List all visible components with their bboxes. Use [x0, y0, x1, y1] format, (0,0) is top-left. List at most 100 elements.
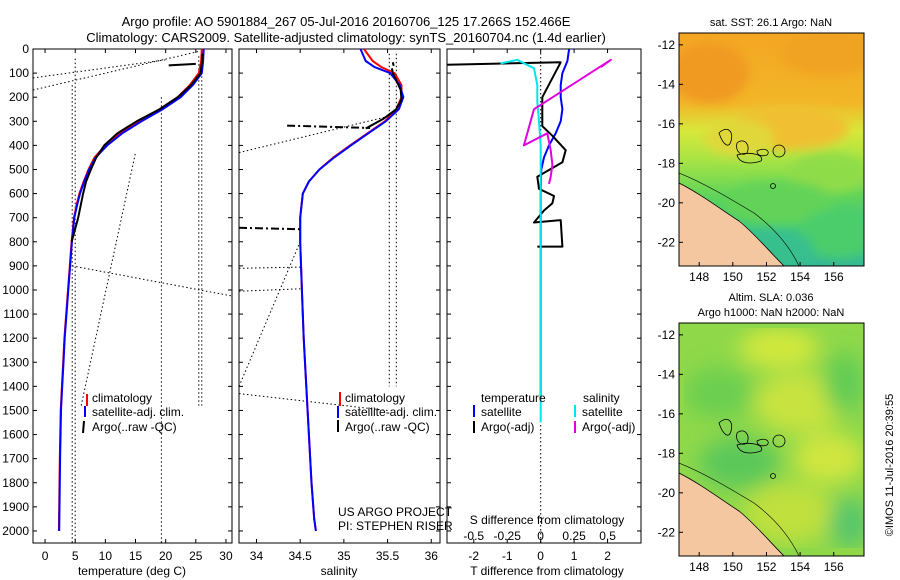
map-x-tick-label: 148	[689, 560, 709, 574]
depth-tick-label: 1700	[2, 452, 29, 466]
salinity-xlabel: salinity	[321, 564, 358, 578]
legend-temperature-title: temperature	[481, 391, 546, 405]
legend-climatology-label: climatology	[345, 391, 405, 405]
difference-x-axis: -2 -1 0 1 2	[447, 48, 641, 563]
temperature-dotted-line	[33, 59, 166, 79]
x2-tick-label: -0.25	[494, 529, 522, 543]
depth-tick-label: 500	[9, 162, 29, 176]
map-y-tick-label: -20	[658, 196, 676, 210]
map-x-tick-label: 154	[790, 270, 810, 284]
x-tick-label: 0	[42, 549, 49, 563]
sst-map-title: sat. SST: 26.1 Argo: NaN	[710, 17, 832, 29]
x-tick-label: 5	[72, 549, 79, 563]
legend-t-argo-label: Argo(-adj)	[481, 420, 534, 434]
salinity-panel: 34 34.5 35 35.5 36 salinity climatology sate…	[238, 48, 453, 578]
depth-tick-label: 700	[9, 211, 29, 225]
depth-tick-label: 1900	[2, 500, 29, 514]
salinity-series-line	[239, 226, 301, 231]
sla-map-title-2: Argo h1000: NaN h2000: NaN	[698, 307, 845, 319]
salinity-dotted-line	[239, 116, 388, 154]
map-x-tick-label: 150	[723, 560, 743, 574]
legend-satellite-label: satellite-adj. clim.	[92, 405, 184, 419]
legend-salinity-title: salinity	[583, 391, 620, 405]
temperature-dotted-line	[72, 265, 232, 297]
x-tick-label: 35.5	[376, 549, 400, 563]
depth-tick-label: 300	[9, 114, 29, 128]
x-tick-label: 2	[604, 549, 611, 563]
legend-argo-label: Argo(..raw -QC)	[345, 420, 430, 434]
salinity-series-line	[287, 124, 371, 129]
legend-t-satellite-label: satellite	[481, 405, 522, 419]
header-line-2: Climatology: CARS2009. Satellite-adjuste…	[86, 30, 606, 45]
temperature-x-axis: 0 5 10 15 20 25 30	[42, 49, 233, 563]
salinity-series-line	[365, 68, 403, 130]
map-y-tick-label: -22	[658, 235, 676, 249]
x-tick-label: 35	[337, 549, 351, 563]
depth-tick-label: 1400	[2, 379, 29, 393]
x2-tick-label: 0.25	[562, 529, 586, 543]
x-tick-label: 36	[425, 549, 439, 563]
sla-map-frame	[678, 322, 865, 557]
x-tick-label: 25	[189, 549, 203, 563]
project-annotation-line-1: US ARGO PROJECT	[338, 505, 453, 519]
sla-map-title-1: Altim. SLA: 0.036	[729, 292, 814, 304]
depth-tick-label: 1000	[2, 283, 29, 297]
temperature-series-line	[57, 49, 203, 532]
x-tick-label: 10	[99, 549, 113, 563]
depth-tick-label: 1800	[2, 476, 29, 490]
x2-tick-label: 0.5	[599, 529, 616, 543]
map-y-tick-label: -12	[658, 328, 676, 342]
depth-tick-label: 900	[9, 259, 29, 273]
temperature-xlabel: temperature (deg C)	[78, 564, 186, 578]
temperature-dotted-line	[80, 152, 136, 406]
project-annotation-line-2: PI: STEPHEN RISER	[338, 519, 453, 533]
x-tick-label: 34.5	[288, 549, 312, 563]
sst-map-x-axis: 148 150 152 154 156	[689, 262, 844, 284]
depth-tick-label: 1200	[2, 331, 29, 345]
temperature-axes-frame	[32, 48, 233, 544]
temperature-panel: 0100200300400500600700800900100011001200…	[2, 42, 233, 578]
legend-s-satellite-label: satellite	[582, 405, 623, 419]
x-tick-label: 20	[159, 549, 173, 563]
salinity-axes-frame	[238, 48, 441, 544]
map-x-tick-label: 156	[824, 270, 844, 284]
header-line-1: Argo profile: AO 5901884_267 05-Jul-2016…	[122, 14, 571, 29]
map-y-tick-label: -12	[658, 38, 676, 52]
depth-axis: 0 100 200 300 400 500 600 700 800 900 1000 1100 1200…	[2, 42, 232, 538]
depth-tick-label: 600	[9, 187, 29, 201]
x-tick-label: -2	[468, 549, 479, 563]
salinity-series-line	[391, 62, 395, 67]
map-y-tick-label: -16	[658, 407, 676, 421]
sst-map-panel: sat. SST: 26.1 Argo: NaN 148 150	[658, 17, 865, 284]
difference-panel: -2 -1 0 1 2 -0.5 -0.25 0 0.25 0.5 S difference f…	[446, 48, 642, 578]
depth-tick-label: 200	[9, 90, 29, 104]
sst-map-frame	[678, 32, 865, 267]
depth-tick-label: 1600	[2, 428, 29, 442]
map-x-tick-label: 152	[756, 560, 776, 574]
x-tick-label: 30	[219, 549, 233, 563]
map-x-tick-label: 150	[723, 270, 743, 284]
difference-series-line	[447, 61, 567, 248]
x2-tick-label: -0.5	[463, 529, 484, 543]
legend-s-argo-label: Argo(-adj)	[582, 420, 635, 434]
difference-axes-frame	[446, 48, 642, 544]
salinity-dotted-line	[239, 288, 301, 292]
land-mask	[679, 472, 785, 556]
salinity-difference-axis: -0.5 -0.25 0 0.25 0.5	[463, 529, 616, 543]
temperature-dotted-line	[33, 50, 199, 91]
temperature-series	[57, 49, 205, 532]
land-mask	[679, 182, 785, 266]
map-y-tick-label: -18	[658, 156, 676, 170]
salinity-x-axis: 34 34.5 35 35.5 36	[239, 48, 440, 563]
difference-series	[447, 49, 612, 423]
salinity-series	[239, 49, 405, 532]
salinity-dotted-line	[239, 266, 301, 269]
map-y-tick-label: -14	[658, 367, 676, 381]
difference-legend: temperature salinity satellite Argo(-adj…	[473, 391, 635, 434]
map-y-tick-label: -22	[658, 525, 676, 539]
sla-map-panel: Altim. SLA: 0.036 Argo h1000: NaN h2000:…	[658, 292, 865, 574]
salinity-dotted-line	[239, 393, 388, 411]
map-y-tick-label: -16	[658, 117, 676, 131]
temperature-legend: climatology satellite-adj. clim. Argo(..…	[82, 391, 184, 434]
